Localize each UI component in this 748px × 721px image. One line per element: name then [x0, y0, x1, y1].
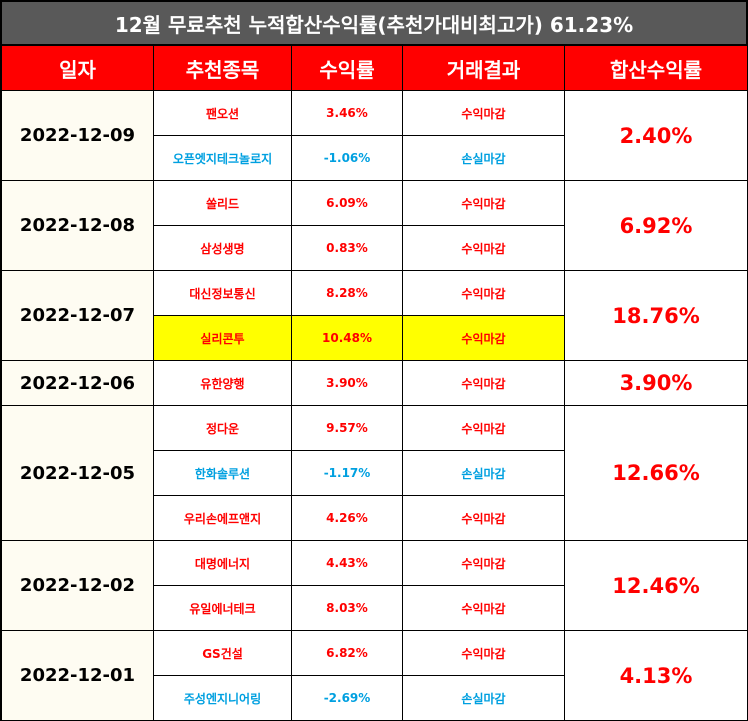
result-cell: 수익마감	[402, 540, 565, 586]
stock-cell: GS건설	[153, 630, 292, 676]
rate-cell: -1.06%	[291, 135, 403, 181]
rate-cell: 6.82%	[291, 630, 403, 676]
header-rate: 수익률	[291, 45, 403, 91]
table-row: 주성엔지니어링 -2.69% 손실마감	[2, 675, 748, 721]
stock-cell: 팬오션	[153, 90, 292, 136]
result-cell: 수익마감	[402, 630, 565, 676]
result-cell: 수익마감	[402, 180, 565, 226]
date-cell: 2022-12-06	[1, 360, 154, 406]
result-cell: 수익마감	[402, 315, 565, 361]
table-row: 실리콘투 10.48% 수익마감	[2, 315, 748, 361]
table-row: 유일에너테크 8.03% 수익마감	[2, 585, 748, 631]
stock-cell: 오픈엣지테크놀로지	[153, 135, 292, 181]
stock-cell: 정다운	[153, 405, 292, 451]
header-total: 합산수익률	[564, 45, 748, 91]
date-cell: 2022-12-09	[1, 90, 154, 181]
rate-cell: 4.43%	[291, 540, 403, 586]
rate-cell: 3.90%	[291, 360, 403, 406]
stock-cell: 주성엔지니어링	[153, 675, 292, 721]
header-row: 일자 추천종목 수익률 거래결과 합산수익률	[1, 45, 748, 91]
result-cell: 수익마감	[402, 90, 565, 136]
date-cell: 2022-12-01	[1, 630, 154, 721]
total-return-cell: 4.13%	[564, 630, 748, 721]
header-result: 거래결과	[402, 45, 565, 91]
rate-cell: 3.46%	[291, 90, 403, 136]
date-cell: 2022-12-08	[1, 180, 154, 271]
result-cell: 손실마감	[402, 135, 565, 181]
table-row: 2022-12-05 정다운 9.57% 수익마감 12.66%	[1, 405, 748, 541]
table-body: 2022-12-09 팬오션 3.46% 수익마감 2.40% 오픈엣지테크놀로지 -1.0…	[1, 90, 748, 721]
total-return-cell: 2.40%	[564, 90, 748, 181]
table-row: 한화솔루션 -1.17% 손실마감	[2, 450, 748, 496]
returns-table: 일자 추천종목 수익률 거래결과 합산수익률 2022-12-09 팬오션 3.46…	[1, 45, 748, 721]
table-row: 오픈엣지테크놀로지 -1.06% 손실마감	[2, 135, 748, 181]
total-return-cell: 12.46%	[564, 540, 748, 631]
stock-cell: 쏠리드	[153, 180, 292, 226]
rate-cell: 10.48%	[291, 315, 403, 361]
stock-cell: 삼성생명	[153, 225, 292, 271]
result-cell: 수익마감	[402, 495, 565, 541]
result-cell: 수익마감	[402, 225, 565, 271]
total-return-cell: 18.76%	[564, 270, 748, 361]
rate-cell: 8.03%	[291, 585, 403, 631]
result-cell: 손실마감	[402, 450, 565, 496]
rate-cell: 4.26%	[291, 495, 403, 541]
table-row: 2022-12-02 대명에너지 4.43% 수익마감 12.46%	[1, 540, 748, 631]
result-cell: 수익마감	[402, 360, 565, 406]
stock-cell: 대명에너지	[153, 540, 292, 586]
stock-cell: 유일에너테크	[153, 585, 292, 631]
stock-cell: 대신정보통신	[153, 270, 292, 316]
rate-cell: -2.69%	[291, 675, 403, 721]
table-row: 2022-12-07 대신정보통신 8.28% 수익마감 18.76%	[1, 270, 748, 361]
page-title: 12월 무료추천 누적합산수익률(추천가대비최고가) 61.23%	[2, 2, 746, 44]
stock-cell: 한화솔루션	[153, 450, 292, 496]
table-row: 2022-12-09 팬오션 3.46% 수익마감 2.40%	[1, 90, 748, 181]
table-row: 2022-12-08 쏠리드 6.09% 수익마감 6.92%	[1, 180, 748, 271]
rate-cell: -1.17%	[291, 450, 403, 496]
rate-cell: 0.83%	[291, 225, 403, 271]
stock-cell: 우리손에프앤지	[153, 495, 292, 541]
stock-cell: 유한양행	[153, 360, 292, 406]
table-row: 2022-12-01 GS건설 6.82% 수익마감 4.13%	[1, 630, 748, 721]
total-return-cell: 3.90%	[564, 360, 748, 406]
result-cell: 수익마감	[402, 405, 565, 451]
table-row: 2022-12-06 유한양행 3.90% 수익마감 3.90%	[1, 360, 748, 406]
rate-cell: 6.09%	[291, 180, 403, 226]
header-stock: 추천종목	[153, 45, 292, 91]
result-cell: 수익마감	[402, 585, 565, 631]
total-return-cell: 12.66%	[564, 405, 748, 541]
table-row: 우리손에프앤지 4.26% 수익마감	[2, 495, 748, 541]
result-cell: 수익마감	[402, 270, 565, 316]
stock-cell: 실리콘투	[153, 315, 292, 361]
rate-cell: 9.57%	[291, 405, 403, 451]
date-cell: 2022-12-07	[1, 270, 154, 361]
table-row: 삼성생명 0.83% 수익마감	[2, 225, 748, 271]
result-cell: 손실마감	[402, 675, 565, 721]
date-cell: 2022-12-05	[1, 405, 154, 541]
rate-cell: 8.28%	[291, 270, 403, 316]
date-cell: 2022-12-02	[1, 540, 154, 631]
header-date: 일자	[1, 45, 154, 91]
total-return-cell: 6.92%	[564, 180, 748, 271]
